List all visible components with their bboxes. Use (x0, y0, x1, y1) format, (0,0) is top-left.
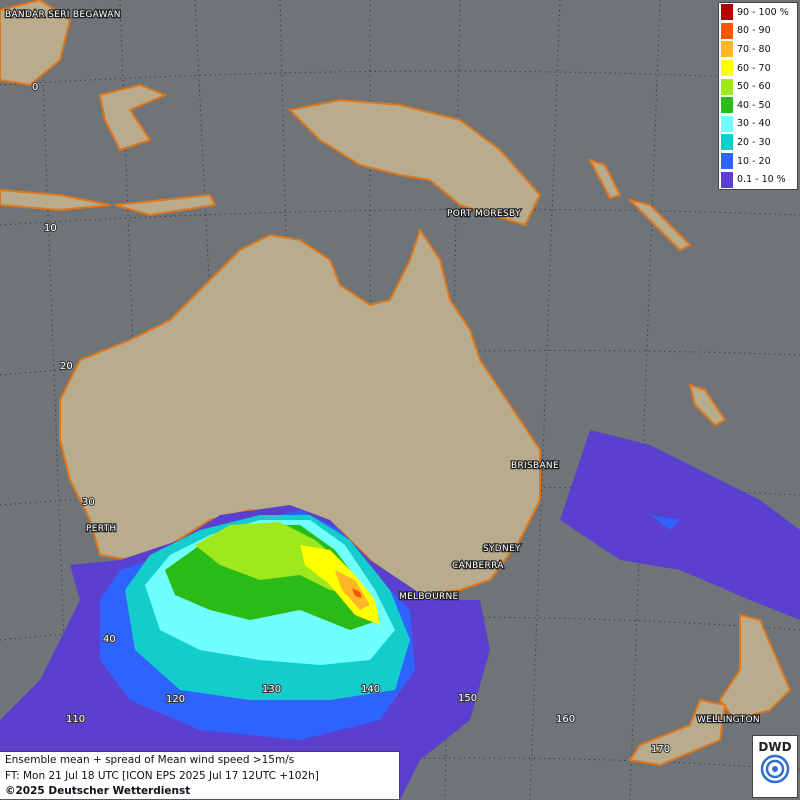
legend-label: 90 - 100 % (737, 6, 789, 18)
legend-label: 40 - 50 (737, 99, 771, 111)
wind-probability-field (0, 430, 800, 800)
lat-label-40: 40 (103, 634, 116, 645)
city-wellington: WELLINGTON (697, 715, 760, 725)
legend-row: 50 - 60 (719, 77, 797, 96)
legend-row: 40 - 50 (719, 96, 797, 115)
city-brisbane: BRISBANE (511, 461, 559, 471)
info-box: Ensemble mean + spread of Mean wind spee… (0, 751, 400, 799)
legend-row: 80 - 90 (719, 22, 797, 41)
legend-swatch (721, 97, 733, 114)
city-perth: PERTH (86, 524, 116, 534)
lon-label-130: 130 (262, 684, 281, 695)
legend-swatch (721, 60, 733, 77)
legend-label: 10 - 20 (737, 155, 771, 167)
lat-label-30: 30 (82, 497, 95, 508)
lon-label-170: 170 (651, 744, 670, 755)
swirl-icon (760, 754, 790, 784)
legend-row: 70 - 80 (719, 40, 797, 59)
legend-swatch (721, 134, 733, 151)
info-forecast-time: FT: Mon 21 Jul 18 UTC [ICON EPS 2025 Jul… (5, 769, 319, 782)
legend-swatch (721, 171, 733, 188)
lon-label-150: 150 (458, 693, 477, 704)
legend-row: 10 - 20 (719, 152, 797, 171)
legend-row: 60 - 70 (719, 59, 797, 78)
city-melbourne: MELBOURNE (399, 592, 459, 602)
legend-row: 20 - 30 (719, 133, 797, 152)
dwd-logo: DWD (752, 735, 798, 798)
legend-label: 80 - 90 (737, 25, 771, 37)
dwd-logo-text: DWD (758, 740, 792, 754)
lat-label-20: 20 (60, 361, 73, 372)
info-copyright: ©2025 Deutscher Wetterdienst (5, 785, 191, 797)
legend-swatch (721, 4, 733, 21)
legend-label: 60 - 70 (737, 62, 771, 74)
info-title: Ensemble mean + spread of Mean wind spee… (5, 754, 295, 766)
legend-swatch (721, 22, 733, 39)
legend-swatch (721, 153, 733, 170)
city-canberra: CANBERRA (452, 561, 504, 571)
city-bandar-seri-begawan: BANDAR SERI BEGAWAN (5, 10, 121, 20)
legend-label: 30 - 40 (737, 118, 771, 130)
legend-swatch (721, 78, 733, 95)
grid-labels: 0 10 20 30 40 110 120 130 140 150 160 17… (31, 81, 671, 756)
lon-label-140: 140 (361, 684, 380, 695)
legend-swatch (721, 41, 733, 58)
legend-row: 0.1 - 10 % (719, 170, 797, 189)
legend-label: 20 - 30 (737, 136, 771, 148)
legend-row: 30 - 40 (719, 115, 797, 134)
city-sydney: SYDNEY (483, 544, 521, 554)
city-port-moresby: PORT MORESBY (447, 209, 521, 219)
legend-label: 70 - 80 (737, 43, 771, 55)
lon-label-110: 110 (66, 714, 85, 725)
legend: 90 - 100 % 80 - 90 70 - 80 60 - 70 50 - 60 40… (718, 2, 798, 190)
lat-label-0: 0 (32, 82, 38, 93)
legend-row: 90 - 100 % (719, 3, 797, 22)
legend-swatch (721, 115, 733, 132)
lat-label-10: 10 (44, 223, 57, 234)
city-labels: BANDAR SERI BEGAWAN PORT MORESBY BRISBAN… (4, 9, 761, 727)
lon-label-160: 160 (556, 714, 575, 725)
legend-label: 0.1 - 10 % (737, 174, 786, 186)
legend-label: 50 - 60 (737, 81, 771, 93)
lon-label-120: 120 (166, 694, 185, 705)
